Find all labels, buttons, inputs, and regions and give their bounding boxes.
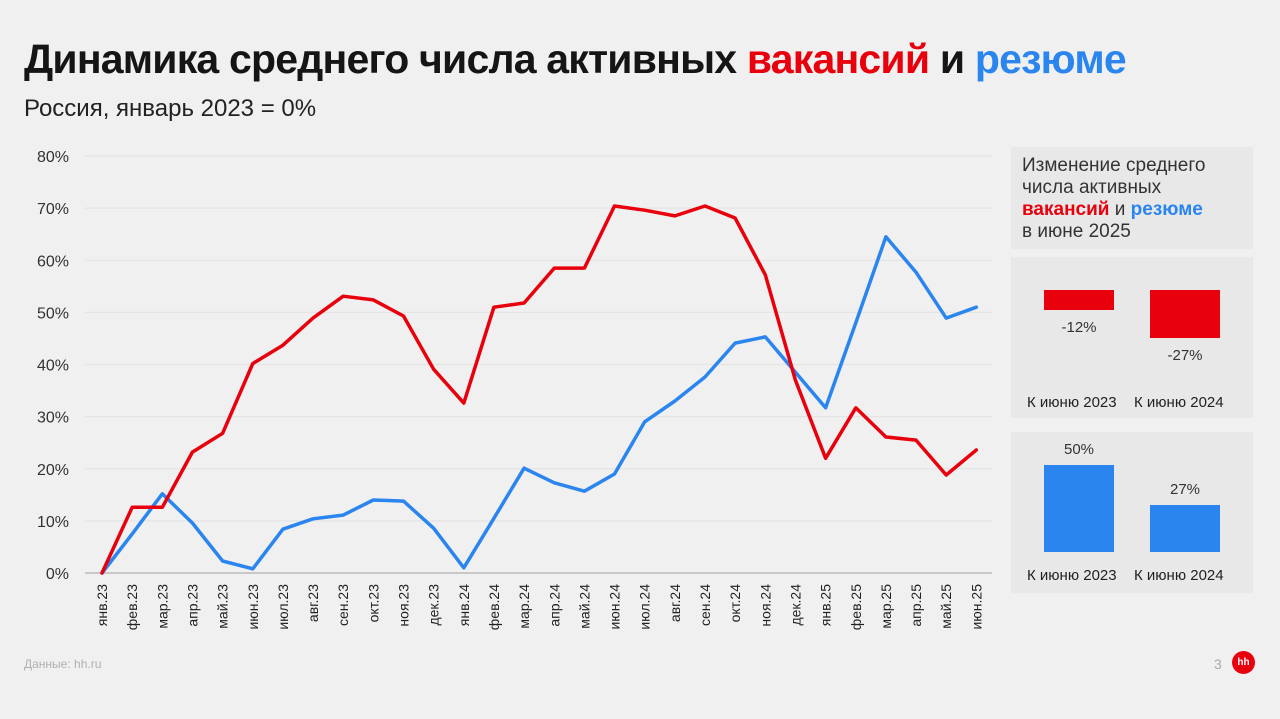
line-chart: 0% 10% 20% 30% 40% 50% 60% 70% 80% янв.23 фев.23 м…	[37, 149, 992, 630]
x-tick-label: дек.24	[787, 584, 803, 626]
y-tick-label: 30%	[37, 410, 69, 427]
title-vacancies: вакансий	[746, 36, 930, 82]
x-tick-label: янв.23	[94, 584, 110, 626]
summary-title-panel: Изменение среднего числа активных ваканс…	[1011, 147, 1253, 249]
summary-title-line1: Изменение среднего	[1022, 155, 1206, 176]
x-tick-label: май.25	[938, 584, 954, 629]
resumes-bar-panel: 50% 27% К июню 2023 К июню 2024	[1011, 432, 1253, 593]
y-tick-label: 0%	[46, 566, 69, 583]
y-tick-label: 20%	[37, 462, 69, 479]
y-tick-label: 10%	[37, 514, 69, 531]
hh-logo-icon: hh	[1232, 651, 1255, 674]
page-title: Динамика среднего числа активных ваканси…	[24, 36, 1127, 83]
y-tick-label: 40%	[37, 358, 69, 375]
x-tick-label: дек.23	[426, 584, 442, 626]
vacancies-bar-2023-value: -12%	[1061, 319, 1097, 336]
vacancies-cat-2023: К июню 2023	[1027, 394, 1117, 411]
page-number: 3	[1214, 656, 1222, 672]
resumes-bar-2024-value: 27%	[1169, 481, 1201, 498]
x-tick-label: апр.24	[546, 584, 562, 627]
x-tick-label: май.24	[576, 584, 592, 629]
summary-title-line4: в июне 2025	[1022, 221, 1131, 242]
page-subtitle: Россия, январь 2023 = 0%	[24, 95, 317, 122]
x-tick-label: июл.23	[275, 584, 291, 630]
title-and: и	[929, 36, 975, 82]
resumes-bar-2023	[1044, 465, 1114, 552]
chart-lines	[100, 204, 979, 575]
x-tick-label: сен.23	[335, 584, 351, 626]
x-tick-label: май.23	[215, 584, 231, 629]
x-tick-label: окт.23	[365, 584, 381, 623]
x-tick-label: июл.24	[637, 584, 653, 630]
y-tick-label: 80%	[37, 149, 69, 166]
summary-title-line2: числа активных	[1022, 177, 1162, 198]
title-text: Динамика среднего числа активных	[24, 36, 747, 82]
x-tick-label: июн.23	[245, 584, 261, 630]
x-axis: янв.23 фев.23 мар.23 апр.23 май.23 июн.23 июл.…	[94, 584, 984, 630]
x-tick-label: сен.24	[697, 584, 713, 626]
x-tick-label: мар.23	[154, 584, 170, 629]
x-tick-label: апр.25	[908, 584, 924, 627]
x-tick-label: ноя.23	[396, 584, 412, 627]
x-tick-label: мар.25	[878, 584, 894, 629]
summary-vacancies-word: вакансий	[1022, 199, 1110, 220]
vacancies-cat-2024: К июню 2024	[1134, 394, 1224, 411]
y-tick-label: 60%	[37, 253, 69, 270]
summary-resumes-word: резюме	[1130, 199, 1203, 220]
x-tick-label: фев.23	[124, 584, 140, 630]
x-tick-label: апр.23	[184, 584, 200, 627]
data-source: Данные: hh.ru	[24, 657, 102, 671]
x-tick-label: авг.23	[305, 584, 321, 622]
chart-grid	[85, 155, 992, 574]
x-tick-label: июн.25	[968, 584, 984, 630]
x-tick-label: янв.24	[456, 584, 472, 626]
vacancies-bar-panel: -12% -27% К июню 2023 К июню 2024	[1011, 257, 1253, 418]
vacancies-bar-2024	[1150, 290, 1220, 338]
y-tick-label: 50%	[37, 305, 69, 322]
resumes-bar-2024	[1150, 505, 1220, 552]
resumes-cat-2024: К июню 2024	[1134, 567, 1224, 584]
x-tick-label: июн.24	[607, 584, 623, 630]
summary-and: и	[1109, 199, 1131, 220]
resumes-line	[100, 235, 979, 575]
x-tick-label: окт.24	[727, 584, 743, 623]
vacancies-bar-2023	[1044, 290, 1114, 310]
vacancies-line	[100, 204, 979, 575]
resumes-cat-2023: К июню 2023	[1027, 567, 1117, 584]
x-tick-label: мар.24	[516, 584, 532, 629]
x-tick-label: авг.24	[667, 584, 683, 622]
y-axis: 0% 10% 20% 30% 40% 50% 60% 70% 80%	[37, 149, 69, 583]
vacancies-bar-2024-value: -27%	[1167, 347, 1203, 364]
x-tick-label: ноя.24	[757, 584, 773, 627]
summary-title-line3: вакансий и резюме	[1022, 199, 1205, 221]
y-tick-label: 70%	[37, 201, 69, 218]
x-tick-label: янв.25	[818, 584, 834, 626]
x-tick-label: фев.24	[486, 584, 502, 630]
title-resumes: резюме	[974, 36, 1127, 82]
resumes-bar-2023-value: 50%	[1063, 441, 1095, 458]
x-tick-label: фев.25	[848, 584, 864, 630]
